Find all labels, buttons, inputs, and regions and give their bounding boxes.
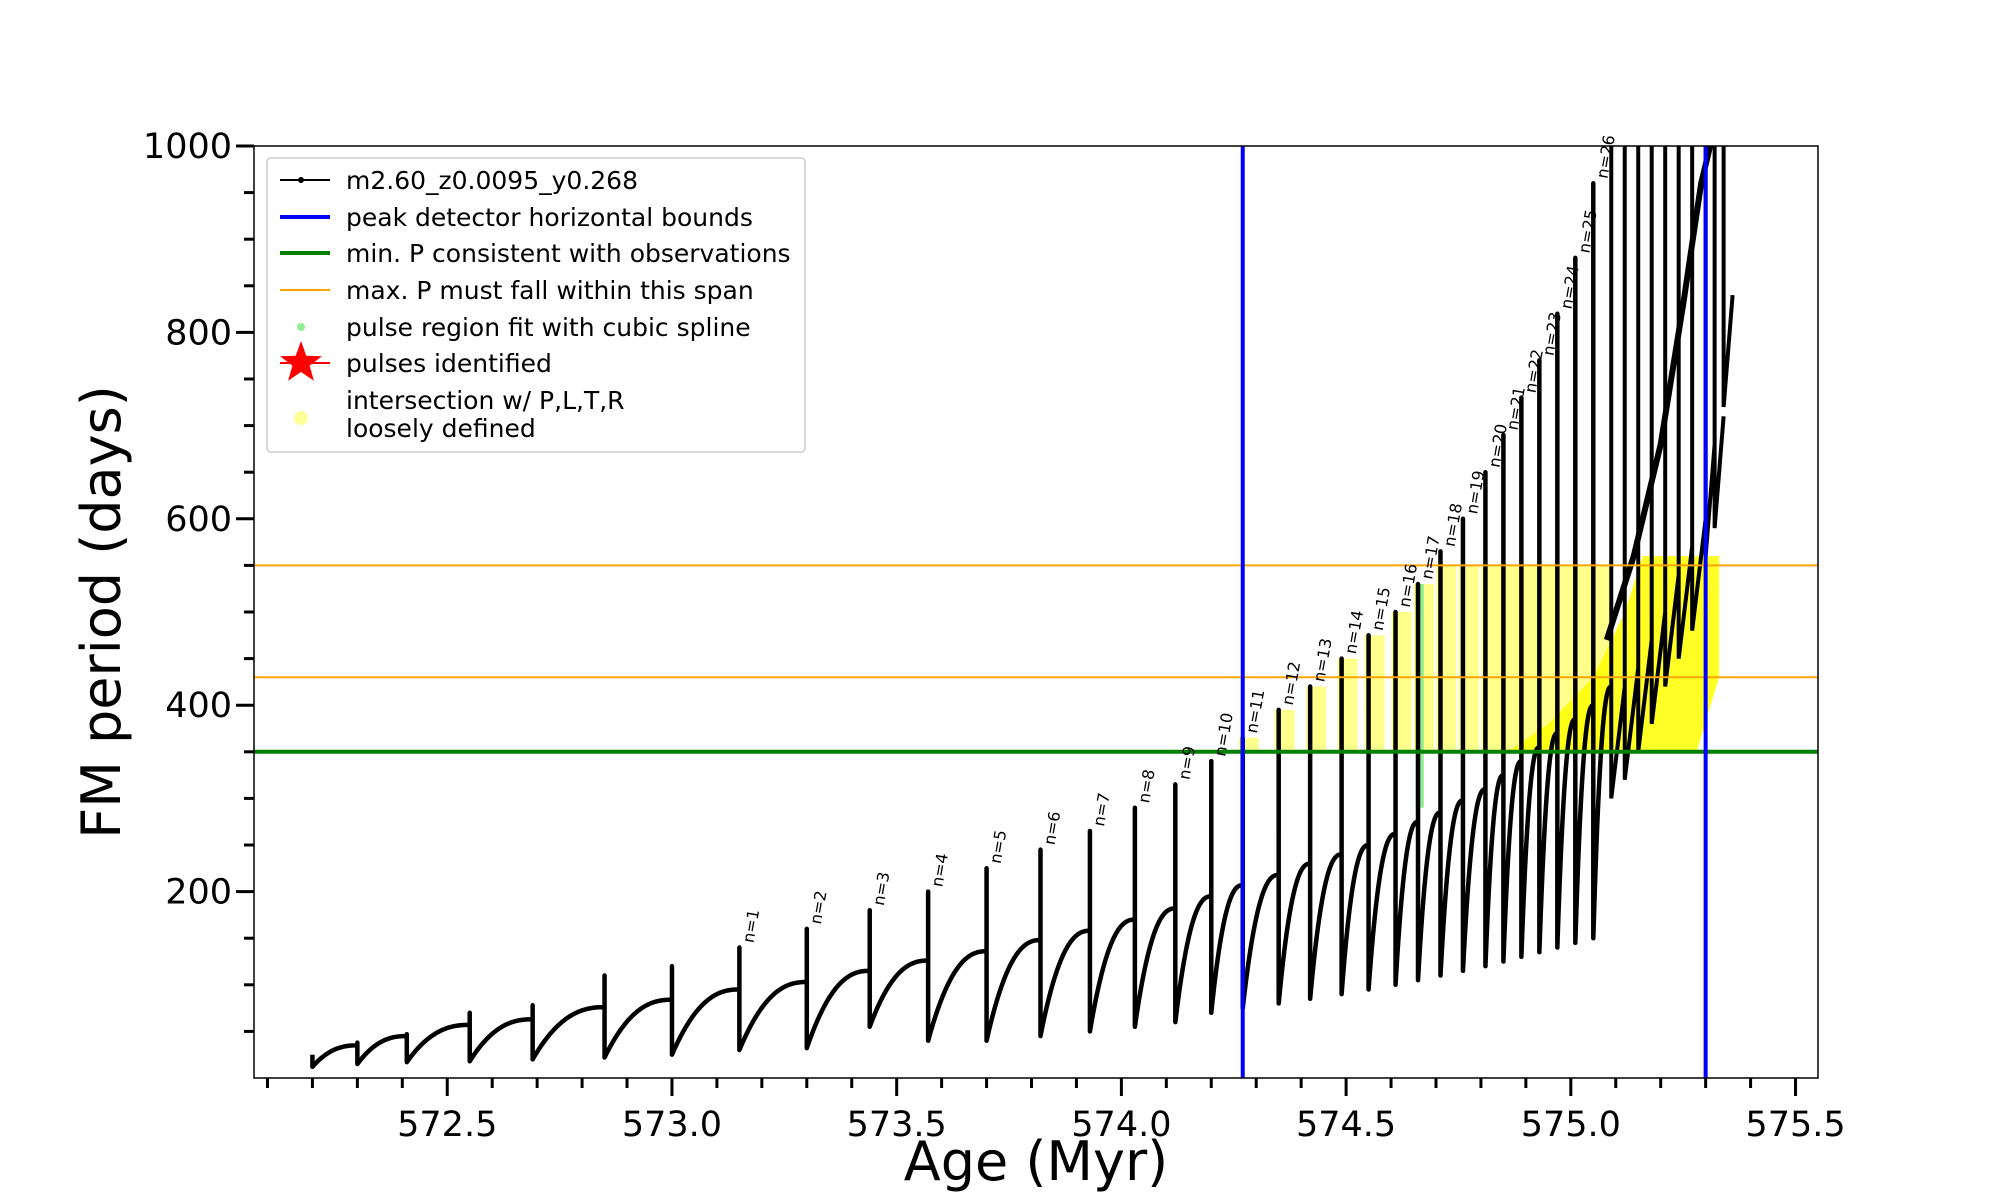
legend-box: [266, 157, 806, 453]
pulse-label: n=23: [1539, 311, 1565, 358]
x-tick-label: 575.5: [1745, 1105, 1845, 1145]
pulse-label: n=14: [1341, 609, 1367, 656]
legend-label: min. P consistent with observations: [346, 239, 791, 268]
pulse-label: n=24: [1557, 264, 1583, 311]
legend-swatch-star: [280, 341, 322, 381]
legend-swatch-dot: [298, 177, 304, 183]
legend-label: loosely defined: [346, 414, 536, 443]
x-tick-label: 572.5: [397, 1105, 497, 1145]
period-line: [310, 181, 1613, 1070]
legend-label: intersection w/ P,L,T,R: [346, 386, 625, 415]
x-tick-label: 575.0: [1521, 1105, 1621, 1145]
y-tick-label: 400: [165, 686, 232, 726]
pulse-label: n=12: [1278, 660, 1304, 707]
pulse-label: n=8: [1134, 768, 1159, 805]
pulse-label: n=5: [986, 828, 1011, 865]
x-tick-label: 573.0: [622, 1105, 722, 1145]
y-tick-label: 800: [165, 313, 232, 353]
legend-label: peak detector horizontal bounds: [346, 203, 753, 232]
horizontal-lines: [254, 564, 1818, 754]
y-axis-ticks: 200 400 600 800 1000: [143, 127, 254, 1033]
legend-label: pulses identified: [346, 349, 552, 378]
y-tick-label: 600: [165, 500, 232, 540]
period-line-rise: [1603, 145, 1714, 641]
x-axis-ticks: 572.5 573.0 573.5 574.0 574.5 575.0 575.5: [265, 1078, 1846, 1145]
legend-label: m2.60_z0.0095_y0.268: [346, 166, 638, 195]
x-axis-title: Age (Myr): [904, 1130, 1169, 1193]
pulse-label: n=15: [1368, 585, 1394, 632]
y-tick-label: 1000: [143, 127, 232, 167]
pulse-label: n=2: [806, 889, 831, 926]
legend-swatch-dot: [294, 411, 308, 425]
legend-label: pulse region fit with cubic spline: [346, 313, 751, 342]
legend-swatch-dot: [297, 323, 305, 331]
pulse-label: n=25: [1575, 208, 1601, 255]
y-axis-title: FM period (days): [70, 385, 133, 839]
vertical-lines: [1240, 146, 1708, 1078]
pulse-label: n=1: [739, 908, 764, 945]
pulse-label: n=6: [1040, 810, 1065, 847]
pulse-label: n=4: [927, 852, 952, 889]
x-tick-label: 574.0: [1071, 1105, 1171, 1145]
x-tick-label: 574.5: [1296, 1105, 1396, 1145]
pulse-label: n=7: [1089, 791, 1114, 828]
pulse-label: n=26: [1593, 133, 1619, 180]
x-tick-label: 573.5: [847, 1105, 947, 1145]
y-tick-label: 200: [165, 873, 232, 913]
legend-label: max. P must fall within this span: [346, 276, 754, 305]
pulse-label: n=11: [1242, 688, 1268, 735]
pulse-label: n=3: [869, 870, 894, 907]
